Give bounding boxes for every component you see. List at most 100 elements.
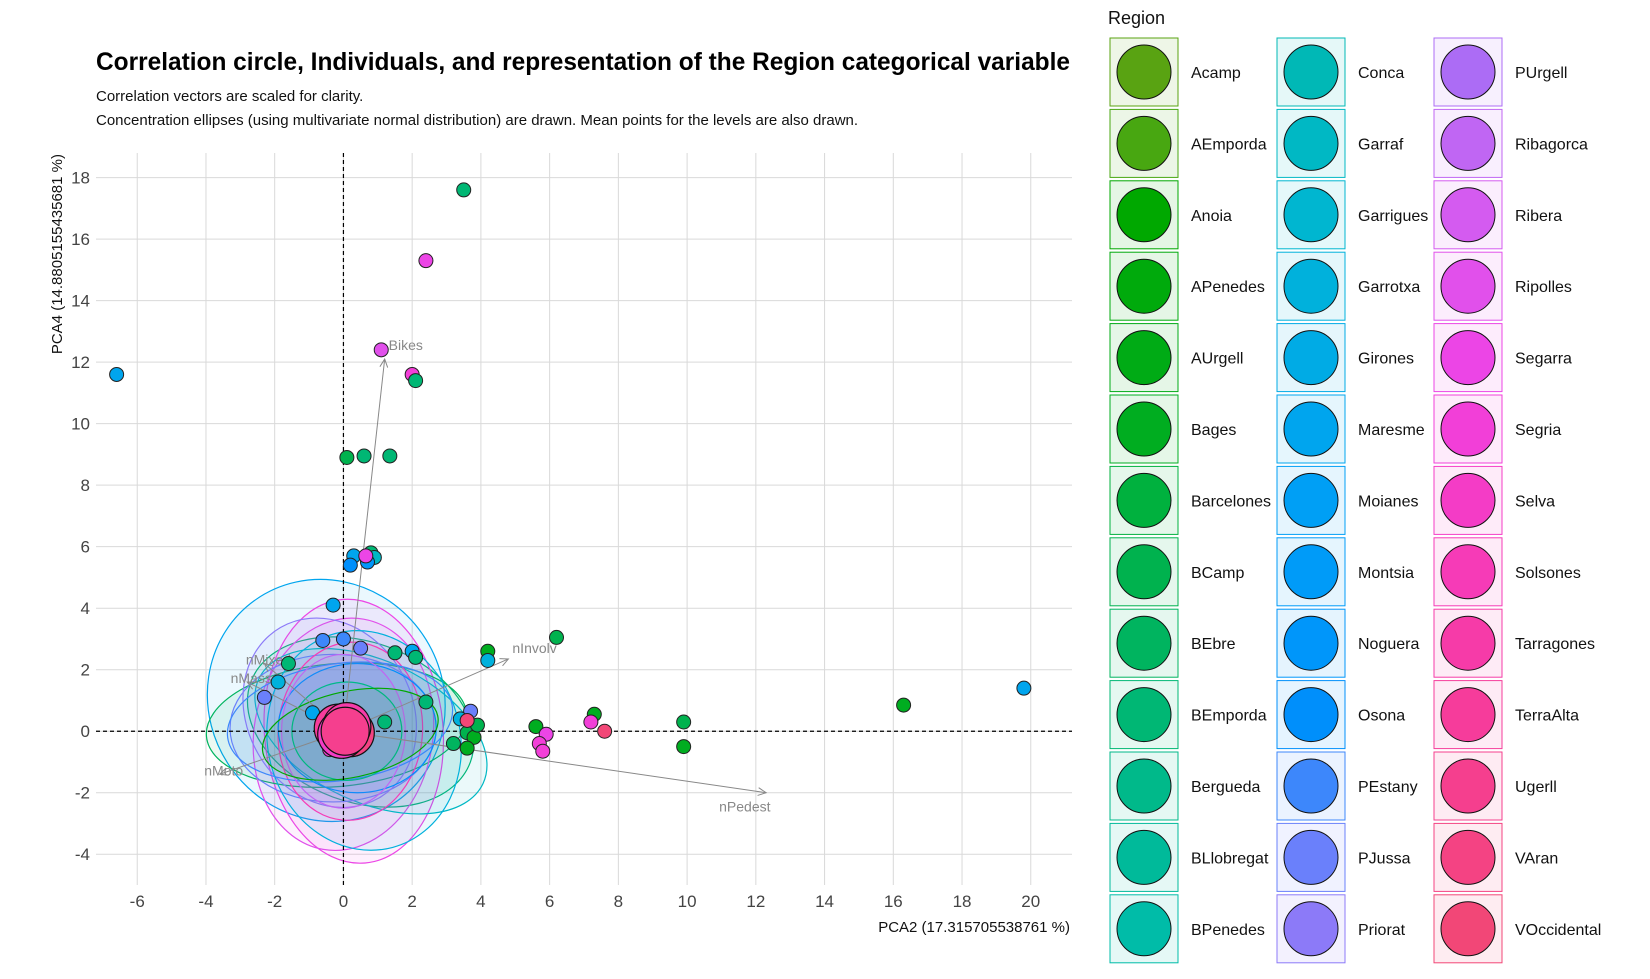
x-tick-label: -4 <box>198 892 213 911</box>
legend-label: Garrotxa <box>1358 279 1420 296</box>
legend-item: BPenedes <box>1109 894 1265 964</box>
legend-item: Solsones <box>1433 537 1581 607</box>
legend-label: Garrigues <box>1358 208 1428 225</box>
legend-swatch <box>1283 615 1339 671</box>
individual-point <box>109 366 125 382</box>
chart-subtitle-line-2: Concentration ellipses (using multivaria… <box>96 112 858 129</box>
legend-item: Girones <box>1276 323 1414 393</box>
individual-point <box>356 448 372 464</box>
vector-arrowhead <box>218 767 229 776</box>
y-tick-labels: -4 -2 0 2 4 6 8 10 12 14 16 18 <box>71 169 90 865</box>
x-tick-label: 18 <box>953 892 972 911</box>
chart-title: Correlation circle, Individuals, and rep… <box>96 48 1070 76</box>
legend-item: Ugerll <box>1433 751 1557 821</box>
x-tick-label: 4 <box>476 892 485 911</box>
vector-label: nPedest <box>719 799 770 815</box>
legend-item: Noguera <box>1276 608 1419 678</box>
legend-swatch <box>1116 472 1172 528</box>
x-tick-labels: -6 -4 -2 0 2 4 6 8 10 12 14 16 18 20 <box>130 892 1041 911</box>
legend-item: APenedes <box>1109 251 1265 321</box>
x-tick-label: 12 <box>746 892 765 911</box>
individual-point <box>382 448 398 464</box>
x-axis-label: PCA2 (17.315705538761 %) <box>878 919 1070 936</box>
zero-reference-lines <box>96 153 1072 885</box>
legend-label: Ugerll <box>1515 779 1557 796</box>
x-tick-label: 20 <box>1021 892 1040 911</box>
legend-label: VAran <box>1515 850 1558 867</box>
legend-label: Acamp <box>1191 65 1241 82</box>
individual-point <box>408 649 424 665</box>
y-axis-label: PCA4 (14.8805155435681 %) <box>49 154 66 354</box>
legend-item: Tarragones <box>1433 608 1595 678</box>
level-mean-points <box>313 702 375 759</box>
individual-point <box>549 629 565 645</box>
legend-label: Bages <box>1191 422 1236 439</box>
legend-item: Garrigues <box>1276 180 1428 250</box>
legend-item: Garrotxa <box>1276 251 1420 321</box>
legend-label: Maresme <box>1358 422 1425 439</box>
individual-point <box>418 253 434 269</box>
individual-point <box>528 719 544 735</box>
legend-item: Ribagorca <box>1433 108 1588 178</box>
legend-swatch <box>1116 330 1172 386</box>
vector-arrowhead <box>499 658 510 667</box>
legend-label: Bergueda <box>1191 779 1260 796</box>
legend-item: PJussa <box>1276 822 1411 892</box>
x-tick-label: 16 <box>884 892 903 911</box>
individual-point <box>459 712 475 728</box>
individual-point <box>676 739 692 755</box>
legend-swatch <box>1283 758 1339 814</box>
individual-point <box>315 632 331 648</box>
legend-label: PEstany <box>1358 779 1418 796</box>
individual-point <box>445 736 461 752</box>
individual-point <box>535 743 551 759</box>
individual-point <box>280 656 296 672</box>
legend-item: Garraf <box>1276 108 1404 178</box>
legend-swatch <box>1440 44 1496 100</box>
legend-item: Maresme <box>1276 394 1425 464</box>
legend-swatch <box>1440 544 1496 600</box>
legend-label: Anoia <box>1191 208 1232 225</box>
legend-swatch <box>1283 829 1339 885</box>
legend-label: Barcelones <box>1191 493 1271 510</box>
legend-label: Garraf <box>1358 136 1404 153</box>
legend-label: APenedes <box>1191 279 1265 296</box>
legend-item: AUrgell <box>1109 323 1243 393</box>
legend-label: Tarragones <box>1515 636 1595 653</box>
x-tick-label: -2 <box>267 892 282 911</box>
vector-label: nMoto <box>204 762 243 778</box>
legend-label: PUrgell <box>1515 65 1567 82</box>
legend-swatch <box>1440 115 1496 171</box>
legend-label: Solsones <box>1515 565 1581 582</box>
legend-label: BPenedes <box>1191 922 1265 939</box>
legend-label: PJussa <box>1358 850 1411 867</box>
legend-swatch <box>1440 829 1496 885</box>
legend-item: Segarra <box>1433 323 1572 393</box>
legend-label: Priorat <box>1358 922 1406 939</box>
legend-item: Conca <box>1276 37 1404 107</box>
legend-swatch <box>1440 258 1496 314</box>
legend-item: Moianes <box>1276 465 1418 535</box>
concentration-ellipses <box>205 578 488 864</box>
individual-point <box>597 723 613 739</box>
legend-item: Bages <box>1109 394 1236 464</box>
y-tick-label: 16 <box>71 230 90 249</box>
legend-label: Ribagorca <box>1515 136 1588 153</box>
individual-point <box>676 714 692 730</box>
individual-point <box>325 597 341 613</box>
legend-swatch <box>1283 258 1339 314</box>
y-tick-label: 0 <box>81 722 90 741</box>
individual-point <box>335 631 351 647</box>
legend-swatch <box>1116 829 1172 885</box>
legend-item: AEmporda <box>1109 108 1267 178</box>
legend-item: PUrgell <box>1433 37 1567 107</box>
individual-point <box>270 674 286 690</box>
legend-label: TerraAlta <box>1515 708 1579 725</box>
legend-swatch <box>1116 44 1172 100</box>
region-legend: Acamp AEmporda Anoia APenedes AUrgell Bages Ba… <box>1109 37 1601 964</box>
y-tick-label: 2 <box>81 661 90 680</box>
legend-label: BCamp <box>1191 565 1244 582</box>
individual-point <box>459 740 475 756</box>
individual-point <box>377 714 393 730</box>
legend-swatch <box>1283 544 1339 600</box>
